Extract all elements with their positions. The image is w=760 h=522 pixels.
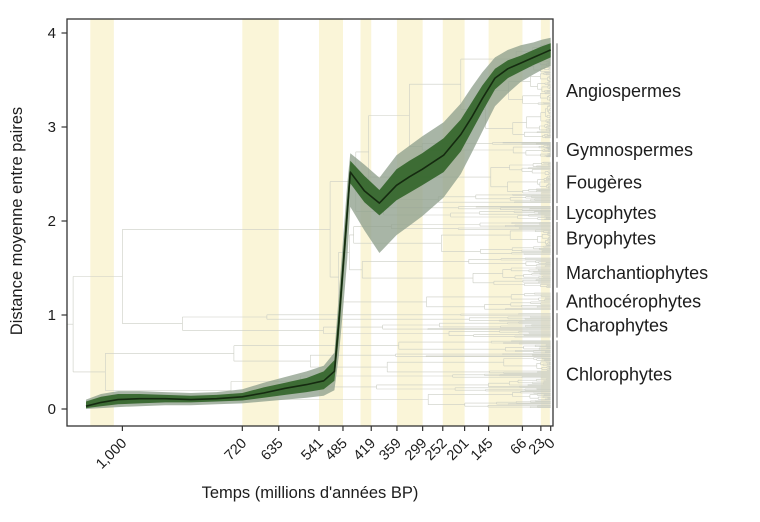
y-axis-title: Distance moyenne entre paires bbox=[8, 107, 26, 335]
plot-frame bbox=[66, 18, 554, 427]
outer-confidence-band bbox=[86, 37, 551, 409]
group-label: Lycophytes bbox=[566, 203, 656, 223]
group-label: Charophytes bbox=[566, 316, 668, 336]
group-label: Fougères bbox=[566, 173, 642, 193]
period-band bbox=[90, 19, 114, 426]
group-label: Chlorophytes bbox=[566, 364, 672, 384]
x-tick-label: 359 bbox=[376, 436, 404, 464]
y-tick-label: 4 bbox=[48, 25, 56, 42]
mean-distance-line bbox=[85, 49, 552, 407]
group-label: Anthocérophytes bbox=[566, 292, 701, 312]
y-tick-label: 3 bbox=[48, 119, 56, 136]
x-tick-label: 720 bbox=[222, 436, 250, 464]
period-band bbox=[242, 19, 279, 426]
group-label: Gymnospermes bbox=[566, 140, 693, 160]
group-label: Angiospermes bbox=[566, 81, 681, 101]
inner-confidence-band bbox=[86, 43, 551, 409]
period-band bbox=[442, 19, 465, 426]
y-tick-label: 1 bbox=[48, 307, 56, 324]
x-axis-title: Temps (millions d'années BP) bbox=[202, 484, 419, 502]
group-label: Marchantiophytes bbox=[566, 263, 708, 283]
x-tick-label: 635 bbox=[258, 436, 286, 464]
taxon-groups: Angiospermes Gymnospermes Fougères Lycophyt… bbox=[556, 43, 708, 409]
x-tick-label: 485 bbox=[322, 436, 350, 464]
y-tick-label: 0 bbox=[48, 401, 56, 418]
x-tick-label: 419 bbox=[351, 436, 379, 464]
x-tick-label: 541 bbox=[298, 436, 326, 464]
distance-series bbox=[85, 37, 552, 409]
x-tick-label: 145 bbox=[468, 436, 496, 464]
y-tick-label: 2 bbox=[48, 213, 56, 230]
x-tick-label: 201 bbox=[444, 436, 472, 464]
group-label: Bryophytes bbox=[566, 229, 656, 249]
x-tick-label: 1,000 bbox=[93, 436, 130, 473]
